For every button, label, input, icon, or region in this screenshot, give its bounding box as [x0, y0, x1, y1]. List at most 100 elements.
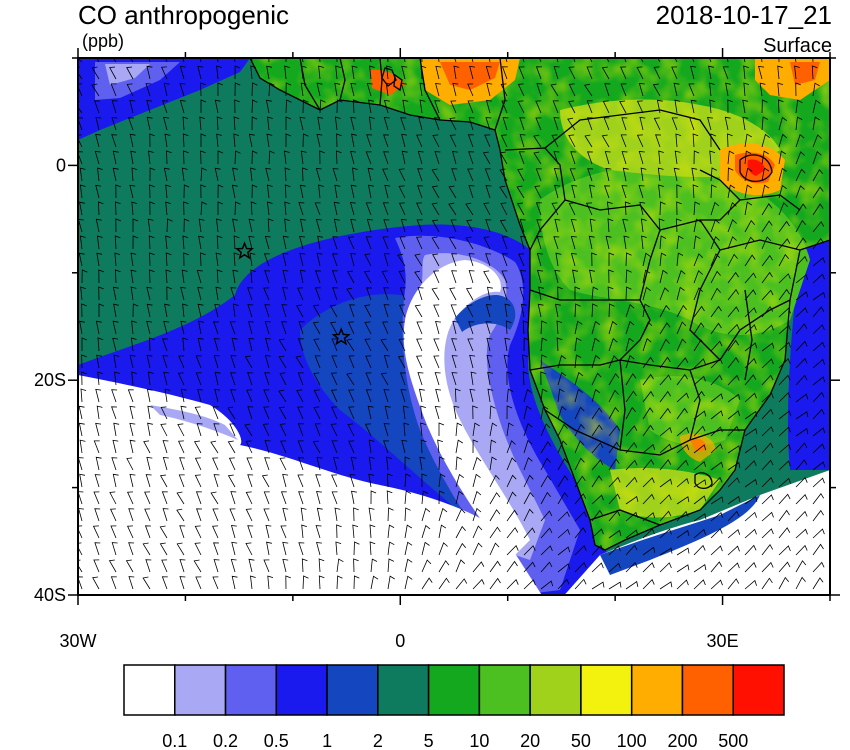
wind-barb [625, 476, 638, 488]
colorbar-label: 20 [520, 731, 540, 750]
wind-barb [95, 184, 102, 199]
wind-barb [196, 423, 203, 437]
wind-barb [692, 184, 699, 199]
wind-barb [232, 167, 238, 182]
wind-barb [334, 507, 341, 522]
wind-barb [485, 304, 492, 318]
wind-barb [710, 410, 724, 420]
wind-barb [297, 440, 304, 454]
wind-barb [94, 151, 101, 165]
wind-barb [382, 202, 389, 216]
wind-barb [778, 253, 790, 267]
wind-barb [602, 100, 610, 114]
wind-barb [383, 287, 390, 301]
wind-barb [658, 150, 664, 165]
wind-barb [710, 236, 720, 250]
wind-barb [267, 575, 274, 590]
wind-barb [710, 512, 723, 522]
wind-barb [487, 371, 494, 386]
wind-barb [455, 473, 464, 488]
wind-barb [608, 425, 621, 437]
wind-barb [557, 511, 570, 522]
wind-barb [710, 201, 720, 216]
wind-barb [795, 151, 805, 165]
wind-barb [365, 355, 372, 369]
wind-barb [451, 338, 458, 352]
wind-barb [607, 218, 614, 233]
wind-barb [227, 406, 236, 420]
wind-barb [505, 320, 512, 335]
wind-barb [282, 235, 289, 250]
wind-barb [812, 324, 825, 335]
wind-barb [744, 167, 753, 182]
wind-barb [727, 167, 734, 182]
wind-barb [676, 286, 685, 301]
wind-barb [79, 473, 86, 488]
wind-barb [795, 323, 808, 335]
wind-barb [263, 491, 270, 505]
wind-barb [212, 457, 219, 471]
axis-ticks [68, 48, 840, 605]
star-marker [234, 241, 255, 260]
wind-barb [264, 440, 271, 454]
wind-barb [129, 99, 136, 114]
wind-barb [421, 559, 432, 573]
wind-barb [383, 355, 390, 369]
wind-barb [329, 304, 338, 318]
wind-barb [744, 561, 757, 573]
wind-barb [483, 236, 491, 250]
wind-barb [625, 320, 635, 335]
wind-barb [146, 99, 153, 114]
wind-barb [489, 405, 496, 420]
wind-barb [145, 83, 152, 97]
wind-barb [234, 99, 240, 114]
wind-barb [675, 218, 682, 233]
wind-barb [591, 303, 598, 318]
wind-barb [812, 561, 825, 573]
wind-barb [385, 82, 392, 97]
wind-barb [347, 270, 355, 284]
wind-barb [519, 219, 526, 233]
wind-barb [570, 253, 577, 267]
wind-barb [94, 100, 101, 114]
wind-barb [574, 578, 587, 590]
wind-barb [416, 338, 423, 352]
wind-barb [266, 201, 273, 216]
colorbar-swatch [377, 664, 430, 716]
wind-barb [812, 509, 824, 522]
wind-barb [465, 236, 474, 250]
wind-barb [659, 459, 672, 471]
wind-barb [557, 457, 569, 471]
wind-barb [400, 83, 407, 97]
wind-barb [266, 65, 273, 80]
wind-barb [130, 286, 137, 301]
wind-barb [640, 218, 647, 233]
wind-barb [365, 202, 372, 216]
wind-barb [710, 528, 723, 539]
wind-barb [570, 236, 577, 250]
colorbar-label: 1 [322, 731, 332, 750]
wind-barb [179, 525, 186, 539]
wind-barb [625, 286, 632, 301]
wind-barb [727, 425, 740, 437]
wind-barb [536, 236, 543, 250]
wind-barb [553, 168, 560, 182]
wind-barb [710, 305, 722, 318]
colorbar-label: 0.5 [264, 731, 289, 750]
colorbar-swatch [630, 664, 684, 716]
wind-barb [569, 168, 576, 182]
wind-barb [149, 167, 156, 182]
colorbar-swatch [681, 664, 734, 716]
wind-barb [710, 340, 723, 352]
wind-barb [674, 150, 681, 165]
wind-barb [200, 201, 207, 216]
wind-barb [522, 320, 529, 335]
wind-barb [710, 561, 723, 573]
wind-barb [455, 578, 468, 590]
colorbar-label: 0.1 [162, 731, 187, 750]
wind-barb [676, 426, 689, 437]
wind-barb [383, 423, 390, 437]
wind-barb [263, 253, 270, 267]
wind-barb [198, 320, 204, 335]
wind-barb [450, 304, 457, 318]
